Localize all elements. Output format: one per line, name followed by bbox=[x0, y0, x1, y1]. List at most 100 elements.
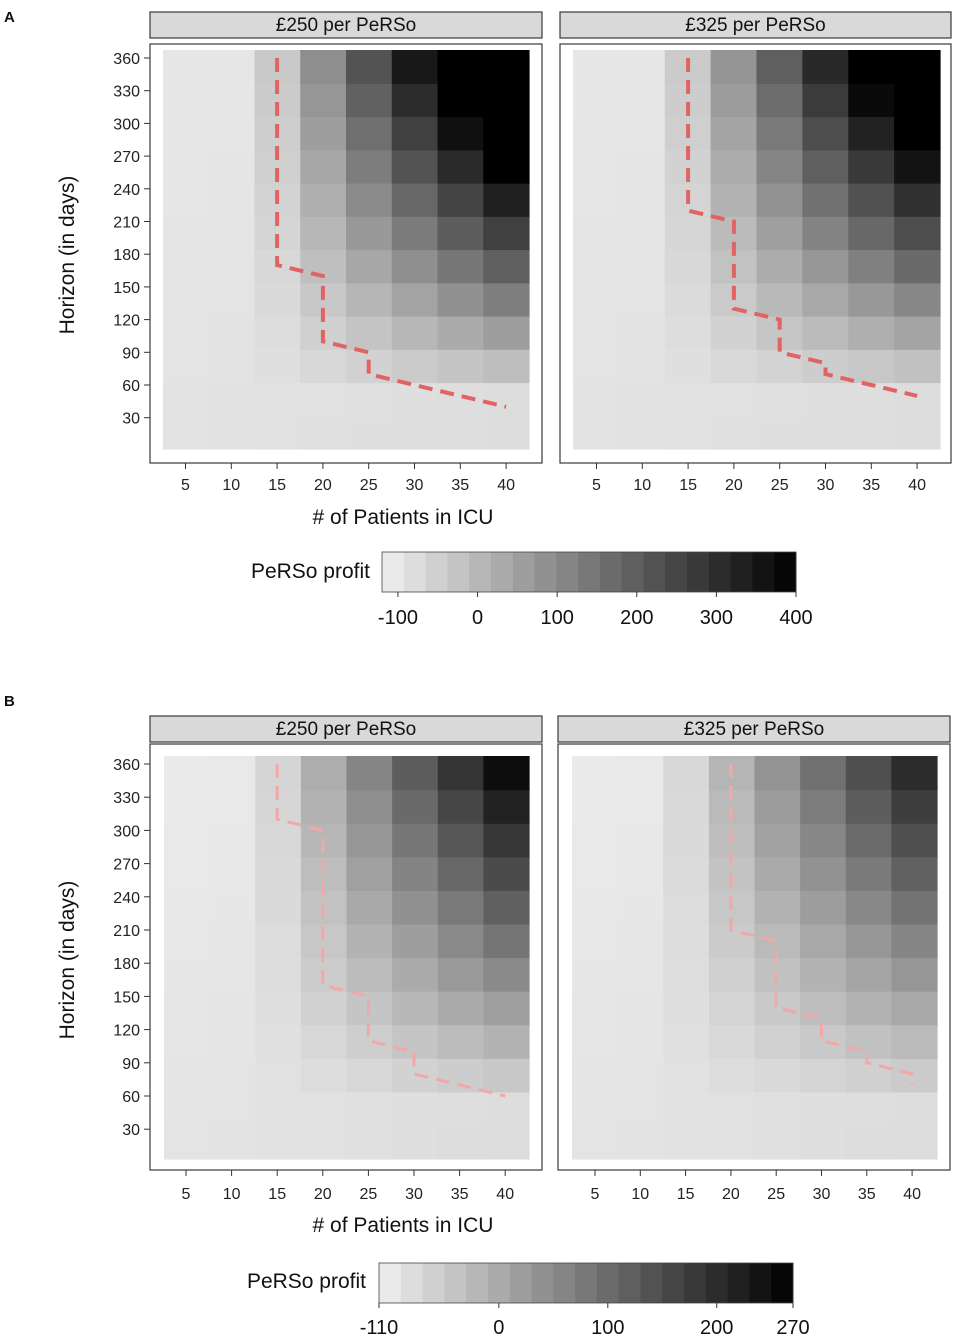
heatmap-cell bbox=[300, 756, 348, 791]
colorbar-swatch bbox=[509, 1263, 533, 1303]
heatmap-cell bbox=[163, 50, 210, 84]
heatmap-cell bbox=[300, 183, 347, 217]
heatmap-cell bbox=[848, 116, 895, 151]
y-tick-label: 90 bbox=[122, 345, 140, 362]
heatmap-cell bbox=[437, 382, 484, 417]
break-even-line bbox=[686, 58, 918, 398]
heatmap-cell bbox=[483, 756, 530, 791]
y-tick-label: 270 bbox=[113, 149, 140, 166]
heatmap-cell bbox=[392, 856, 439, 891]
heatmap-cell bbox=[391, 183, 439, 217]
y-tick-label: 90 bbox=[122, 1056, 140, 1073]
heatmap-cell bbox=[848, 83, 895, 118]
y-tick-label: 150 bbox=[113, 280, 140, 297]
heatmap-cell bbox=[845, 991, 892, 1026]
heatmap-cell bbox=[800, 923, 847, 959]
heatmap-cell bbox=[437, 349, 484, 384]
heatmap-cell bbox=[845, 923, 892, 959]
heatmap-cell bbox=[346, 83, 393, 118]
heatmap-cell bbox=[573, 183, 620, 217]
y-tick-label: 300 bbox=[113, 116, 140, 133]
x-tick-label: 15 bbox=[679, 477, 697, 494]
y-tick-label: 120 bbox=[113, 313, 140, 330]
heatmap-cell bbox=[617, 1024, 664, 1059]
y-tick-label: 270 bbox=[113, 857, 140, 874]
x-tick-label: 15 bbox=[268, 477, 286, 494]
heatmap-cell bbox=[894, 83, 941, 118]
colorbar-tick-label: 400 bbox=[779, 607, 812, 629]
heatmap-cell bbox=[346, 50, 393, 84]
heatmap-cell bbox=[573, 116, 620, 151]
y-tick-label: 60 bbox=[122, 1089, 140, 1106]
heatmap-cell bbox=[483, 1024, 530, 1059]
heatmap-cell bbox=[891, 923, 938, 959]
y-tick-label: 150 bbox=[113, 989, 140, 1006]
y-tick-label: 360 bbox=[113, 51, 140, 68]
heatmap-cell bbox=[891, 991, 938, 1026]
heatmap-cell bbox=[391, 83, 439, 118]
heatmap-cell bbox=[208, 149, 256, 184]
heatmap-cell bbox=[617, 890, 664, 925]
x-tick-label: 15 bbox=[268, 1186, 286, 1203]
heatmap-cell bbox=[800, 991, 847, 1026]
heatmap-cell bbox=[848, 282, 895, 317]
heatmap-cell bbox=[802, 183, 849, 217]
facet-strip-label: £325 per PeRSo bbox=[685, 15, 826, 36]
colorbar-swatch bbox=[447, 552, 470, 592]
heatmap-cell bbox=[663, 923, 710, 959]
facet-a-1: £250 per PeRSo 5 10 15 20 25 30 35 40 30 60 90 120 15… bbox=[113, 11, 543, 494]
heatmap-cell bbox=[163, 183, 210, 217]
heatmap-cell bbox=[391, 316, 439, 350]
heatmap-cell bbox=[391, 249, 439, 284]
heatmap-cell bbox=[708, 1091, 756, 1127]
heatmap-cell bbox=[573, 316, 620, 350]
heatmap-cell bbox=[391, 50, 439, 84]
heatmap-cell bbox=[437, 282, 484, 317]
heatmap-cell bbox=[208, 116, 256, 151]
x-tick-label: 30 bbox=[405, 1186, 423, 1203]
heatmap-cell bbox=[437, 756, 484, 791]
heatmap-cell bbox=[800, 789, 847, 824]
heatmap-cell bbox=[845, 856, 892, 891]
heatmap-cell bbox=[845, 890, 892, 925]
heatmap-cell bbox=[346, 249, 393, 284]
heatmap-cell bbox=[663, 991, 710, 1026]
heatmap-cell bbox=[346, 957, 393, 992]
x-tick-label: 40 bbox=[496, 1186, 514, 1203]
heatmap-cell bbox=[209, 923, 256, 959]
heatmap-cell bbox=[572, 756, 619, 791]
y-axis-title: Horizon (in days) bbox=[56, 881, 79, 1040]
heatmap-cell bbox=[894, 50, 941, 84]
y-tick-label: 210 bbox=[113, 215, 140, 232]
heatmap-cell bbox=[255, 1058, 302, 1093]
x-axis-title: # of Patients in ICU bbox=[313, 506, 494, 529]
heatmap-cell bbox=[391, 415, 439, 450]
heatmap-cell bbox=[572, 1024, 619, 1059]
heatmap-cell bbox=[845, 1024, 892, 1059]
x-tick-label: 5 bbox=[182, 1186, 191, 1203]
colorbar-swatch bbox=[752, 552, 775, 592]
colorbar-tick-label: 0 bbox=[493, 1317, 504, 1339]
heatmap-cell bbox=[437, 991, 484, 1026]
heatmap-cell bbox=[208, 382, 256, 417]
heatmap-cell bbox=[346, 923, 393, 959]
heatmap-cell bbox=[848, 149, 895, 184]
heatmap-cell bbox=[710, 83, 758, 118]
heatmap-cell bbox=[437, 249, 484, 284]
heatmap-cell bbox=[209, 991, 256, 1026]
heatmap-cell bbox=[663, 789, 710, 824]
x-tick-label: 35 bbox=[451, 477, 469, 494]
heatmap-cell bbox=[572, 957, 619, 992]
colorbar-tick-label: 100 bbox=[591, 1317, 624, 1339]
colorbar-swatch bbox=[730, 552, 753, 592]
y-tick-label: 240 bbox=[113, 890, 140, 907]
heatmap-cell bbox=[848, 415, 895, 450]
heatmap-cell bbox=[208, 316, 256, 350]
colorbar-swatch bbox=[512, 552, 536, 592]
heatmap-cell bbox=[392, 957, 439, 992]
y-tick-label: 180 bbox=[113, 247, 140, 264]
heatmap-cell bbox=[483, 415, 530, 450]
heatmap-cell bbox=[300, 249, 347, 284]
facet-strip bbox=[557, 715, 951, 743]
x-tick-label: 30 bbox=[817, 477, 835, 494]
